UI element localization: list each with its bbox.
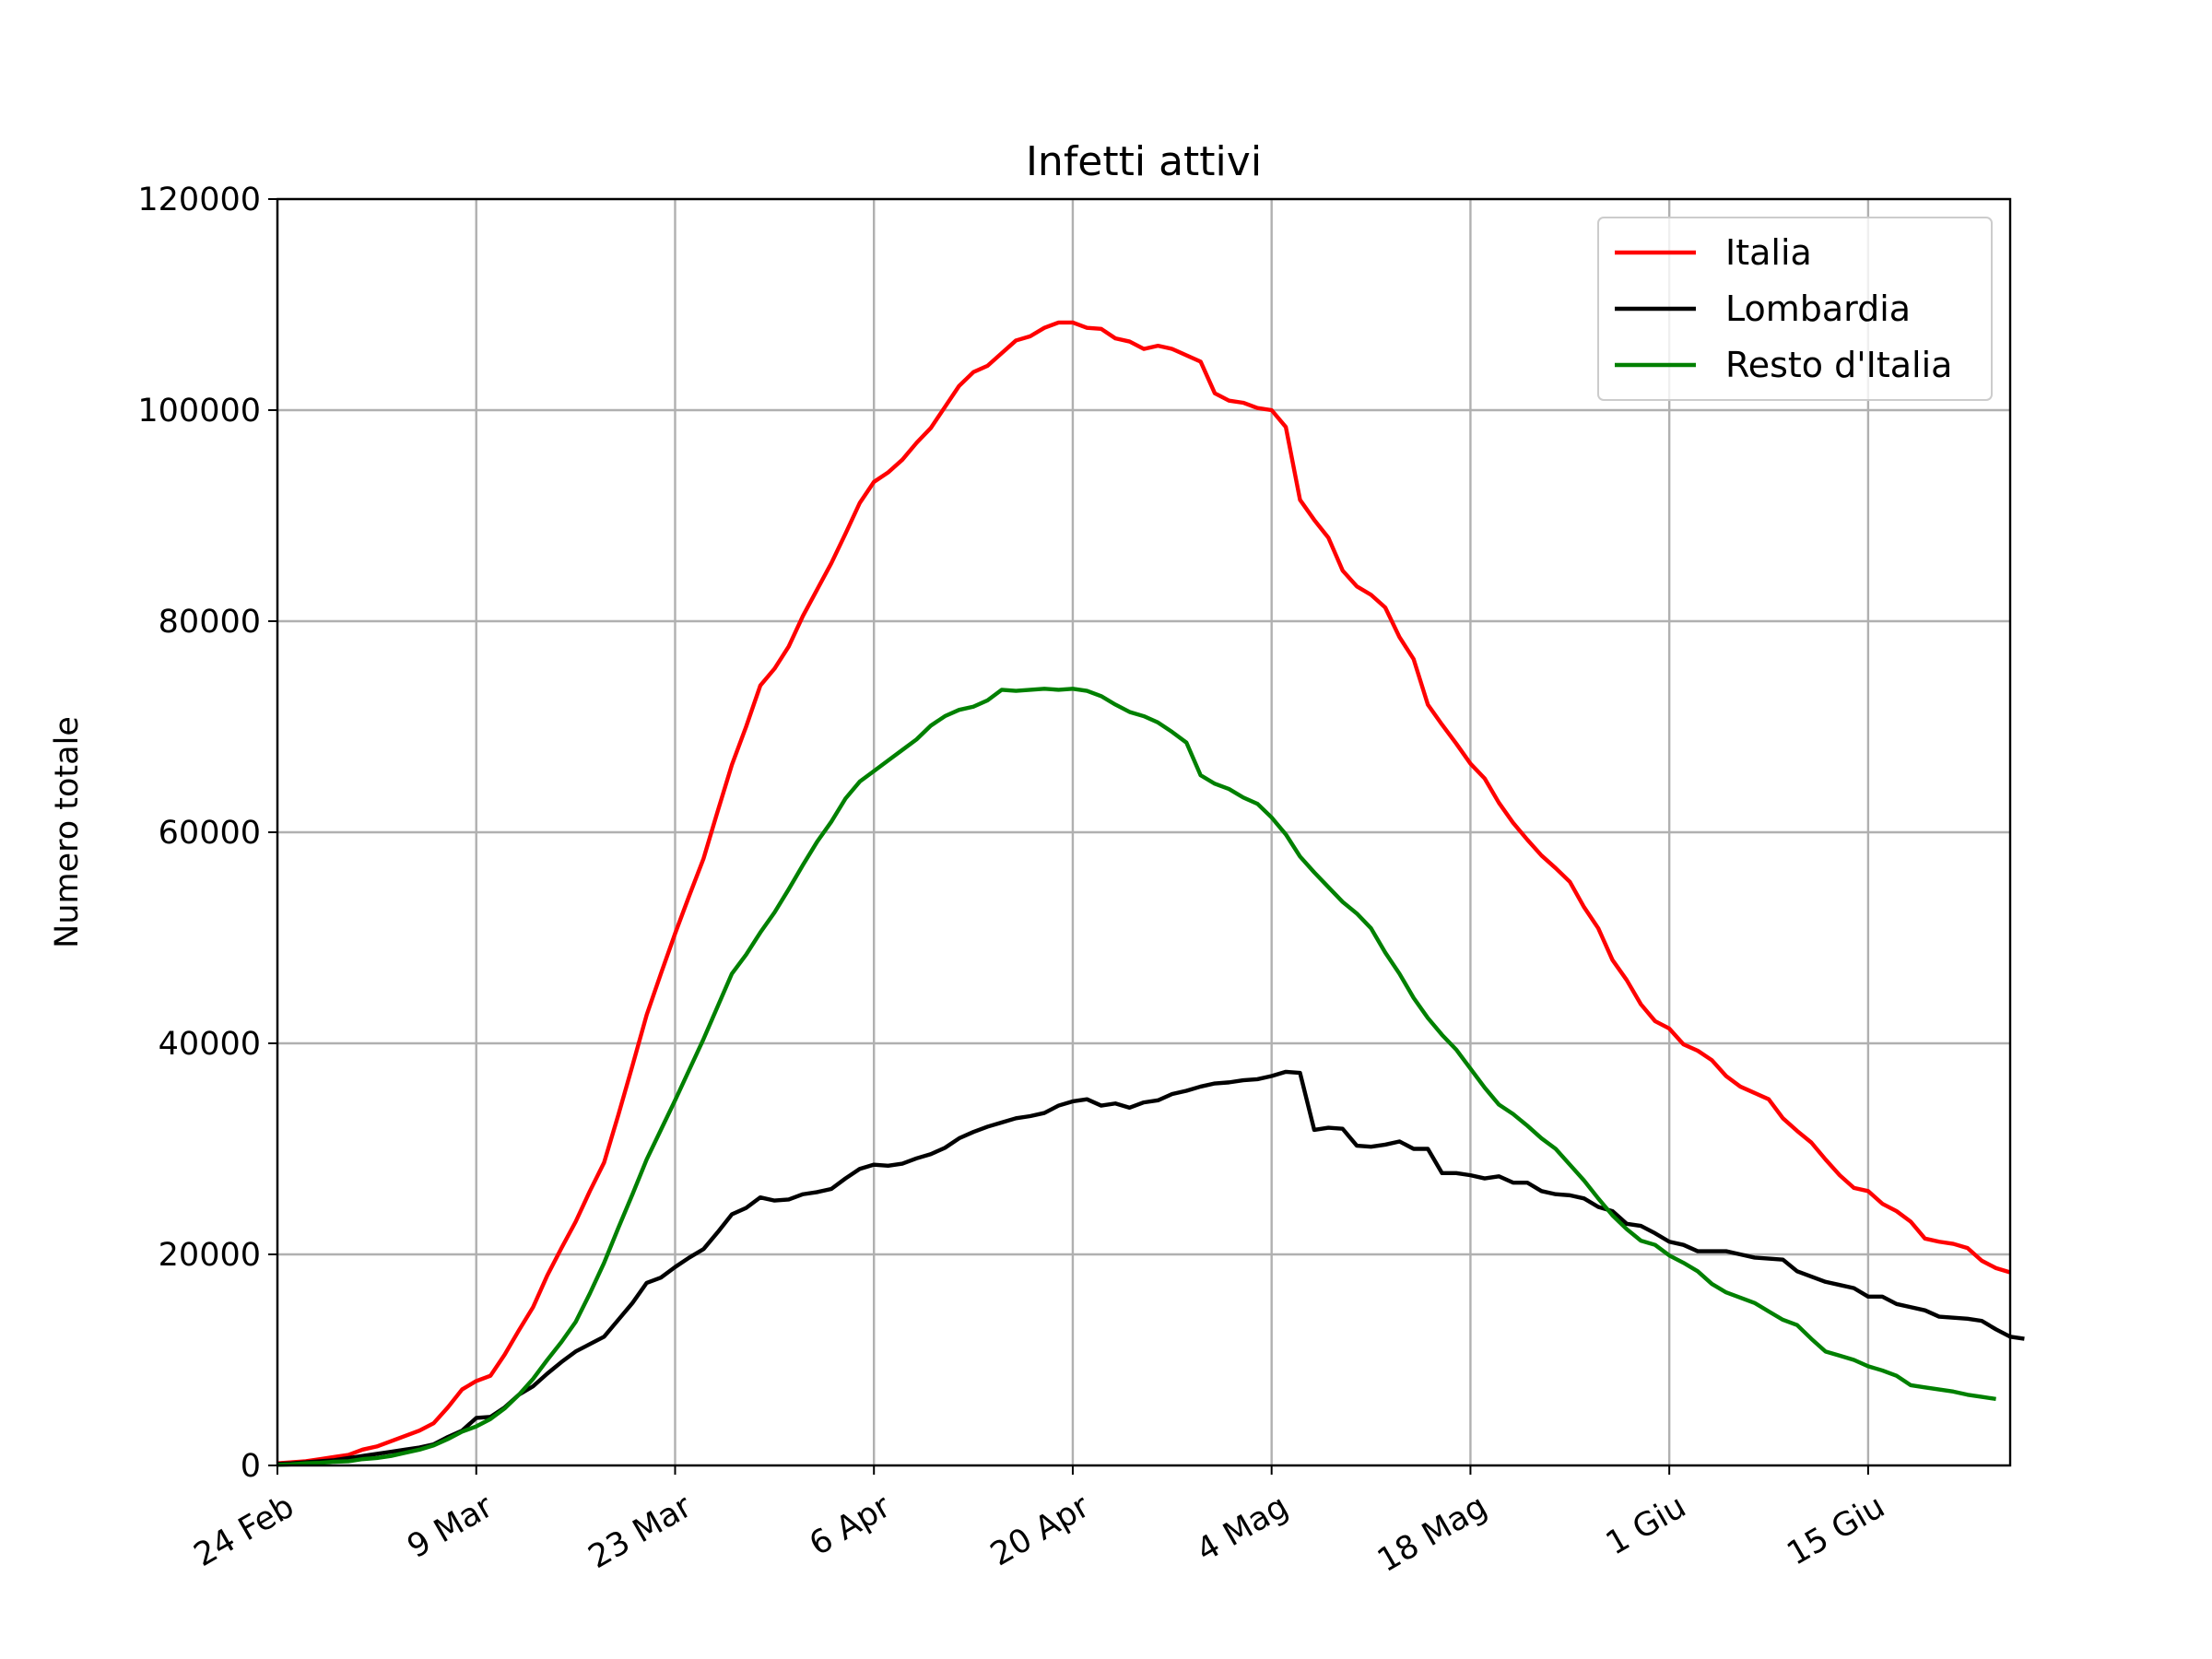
series-group — [276, 320, 2025, 1467]
legend-label-0: Italia — [1725, 232, 1812, 273]
legend-entries: Italia Lombardia Resto d'Italia — [1615, 232, 1952, 385]
y-tick-label: 60000 — [159, 815, 261, 852]
series-line-1 — [276, 1069, 2025, 1466]
legend-label-1: Lombardia — [1725, 288, 1911, 329]
chart-title: Infetti attivi — [1026, 138, 1262, 185]
y-tick-label: 100000 — [137, 393, 261, 429]
y-tick-label: 20000 — [159, 1237, 261, 1274]
y-tick-label: 0 — [241, 1448, 261, 1485]
y-axis-label: Numero totale — [49, 716, 86, 948]
y-tick-label: 40000 — [159, 1026, 261, 1063]
series-line-2 — [276, 687, 1996, 1467]
legend-box — [1597, 217, 1993, 401]
y-tick-label: 120000 — [137, 182, 261, 218]
legend-label-2: Resto d'Italia — [1725, 345, 1952, 385]
legend: Italia Lombardia Resto d'Italia — [1597, 217, 1993, 401]
y-tick-label: 80000 — [159, 604, 261, 641]
series-line-0 — [276, 320, 2011, 1465]
